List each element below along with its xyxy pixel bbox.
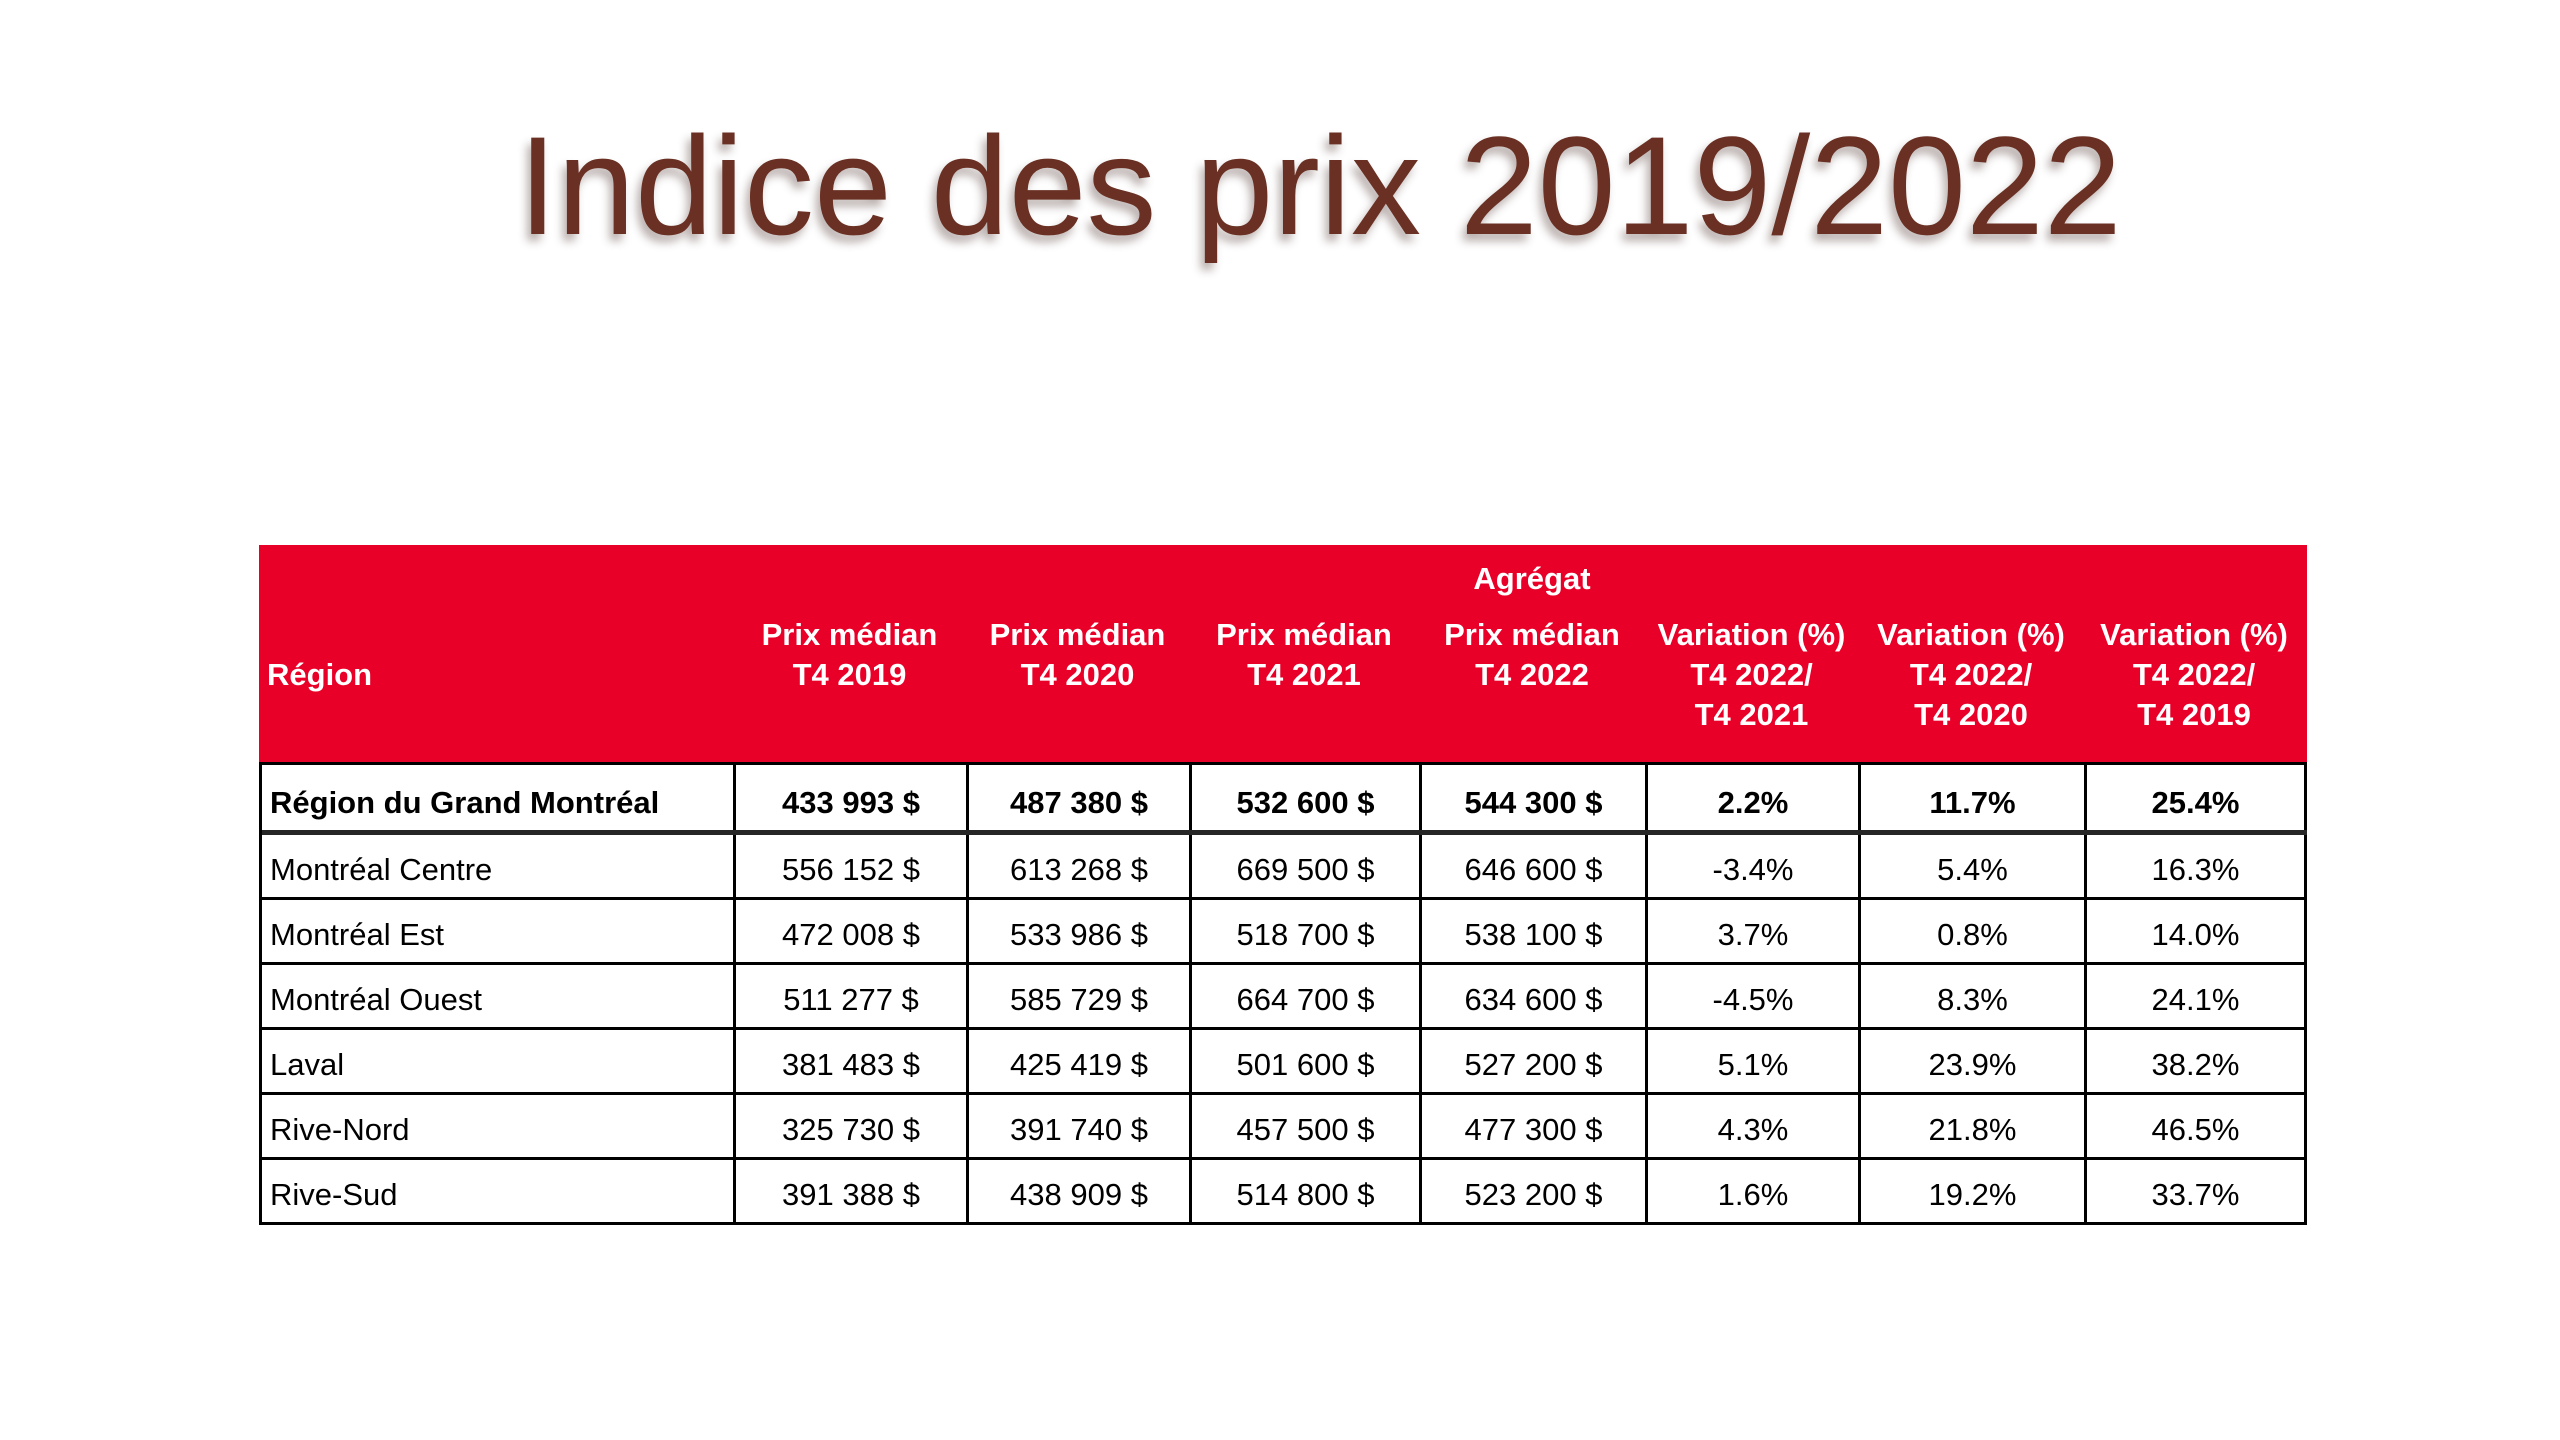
header-region-label: Région: [267, 657, 373, 692]
cell-price-2019: 511 277 $: [736, 965, 969, 1027]
cell-variation-2020: 23.9%: [1861, 1030, 2087, 1092]
cell-variation-2019: 24.1%: [2087, 965, 2307, 1027]
aggregate-label: Agrégat: [1473, 561, 1591, 596]
header-variation-line1: Variation (%): [1657, 617, 1846, 652]
cell-price-2019: 433 993 $: [736, 765, 969, 830]
cell-price-2020: 438 909 $: [969, 1160, 1192, 1222]
cell-price-2021: 457 500 $: [1192, 1095, 1422, 1157]
header-variation-line2: T4 2022/: [2132, 657, 2256, 692]
cell-price-2021: 664 700 $: [1192, 965, 1422, 1027]
header-variation-line2: T4 2022/: [1909, 657, 2033, 692]
table-row: Montréal Centre 556 152 $ 613 268 $ 669 …: [262, 835, 2307, 900]
page-title: Indice des prix 2019/2022: [518, 107, 2122, 264]
cell-variation-2021: -4.5%: [1648, 965, 1861, 1027]
header-price-line1: Prix médian: [1444, 617, 1620, 652]
header-price-line2: T4 2020: [1020, 657, 1135, 692]
cell-variation-2020: 11.7%: [1861, 765, 2087, 830]
cell-price-2022: 527 200 $: [1422, 1030, 1648, 1092]
cell-region: Montréal Ouest: [262, 965, 736, 1027]
header-cell-variation-2020: Variation (%) T4 2022/ T4 2020: [1858, 545, 2084, 762]
cell-region: Montréal Centre: [262, 835, 736, 897]
cell-variation-2021: 5.1%: [1648, 1030, 1861, 1092]
cell-price-2021: 514 800 $: [1192, 1160, 1422, 1222]
cell-variation-2020: 21.8%: [1861, 1095, 2087, 1157]
cell-price-2022: 538 100 $: [1422, 900, 1648, 962]
cell-price-2022: 544 300 $: [1422, 765, 1648, 830]
header-price-line1: Prix médian: [761, 617, 938, 652]
cell-price-2021: 532 600 $: [1192, 765, 1422, 830]
table-row: Laval 381 483 $ 425 419 $ 501 600 $ 527 …: [262, 1030, 2307, 1095]
header-variation-line1: Variation (%): [2100, 617, 2288, 652]
header-price-line2: T4 2019: [792, 657, 907, 692]
cell-variation-2020: 19.2%: [1861, 1160, 2087, 1222]
table-header: Région Prix médian T4 2019 Prix médian T…: [259, 545, 2307, 762]
price-table-body: Région du Grand Montréal 433 993 $ 487 3…: [259, 762, 2307, 1225]
header-cell-price-t4-2020: Prix médian T4 2020: [966, 545, 1189, 762]
header-cell-variation-2019: Variation (%) T4 2022/ T4 2019: [2084, 545, 2304, 762]
cell-region: Rive-Nord: [262, 1095, 736, 1157]
cell-variation-2019: 14.0%: [2087, 900, 2307, 962]
cell-variation-2021: 2.2%: [1648, 765, 1861, 830]
cell-region: Région du Grand Montréal: [262, 765, 736, 830]
cell-price-2022: 634 600 $: [1422, 965, 1648, 1027]
cell-price-2019: 381 483 $: [736, 1030, 969, 1092]
cell-price-2020: 487 380 $: [969, 765, 1192, 830]
header-cell-region: Région: [259, 545, 733, 762]
header-cell-variation-2021: Variation (%) T4 2022/ T4 2021: [1645, 545, 1858, 762]
header-price-line2: T4 2021: [1247, 657, 1361, 692]
cell-price-2022: 477 300 $: [1422, 1095, 1648, 1157]
cell-price-2019: 556 152 $: [736, 835, 969, 897]
cell-price-2020: 533 986 $: [969, 900, 1192, 962]
table-row: Rive-Sud 391 388 $ 438 909 $ 514 800 $ 5…: [262, 1160, 2307, 1225]
cell-price-2019: 391 388 $: [736, 1160, 969, 1222]
header-variation-line1: Variation (%): [1877, 617, 2065, 652]
cell-price-2020: 585 729 $: [969, 965, 1192, 1027]
cell-price-2020: 425 419 $: [969, 1030, 1192, 1092]
table-row: Montréal Ouest 511 277 $ 585 729 $ 664 7…: [262, 965, 2307, 1030]
cell-variation-2021: 4.3%: [1648, 1095, 1861, 1157]
header-variation-line3: T4 2020: [1914, 697, 2028, 732]
cell-variation-2019: 33.7%: [2087, 1160, 2307, 1222]
cell-price-2021: 669 500 $: [1192, 835, 1422, 897]
cell-region: Rive-Sud: [262, 1160, 736, 1222]
cell-region: Laval: [262, 1030, 736, 1092]
cell-variation-2021: 1.6%: [1648, 1160, 1861, 1222]
cell-variation-2020: 8.3%: [1861, 965, 2087, 1027]
cell-variation-2019: 46.5%: [2087, 1095, 2307, 1157]
cell-price-2020: 613 268 $: [969, 835, 1192, 897]
table-row: Montréal Est 472 008 $ 533 986 $ 518 700…: [262, 900, 2307, 965]
cell-variation-2021: 3.7%: [1648, 900, 1861, 962]
cell-region: Montréal Est: [262, 900, 736, 962]
cell-price-2022: 646 600 $: [1422, 835, 1648, 897]
header-variation-line3: T4 2021: [1694, 697, 1809, 732]
header-cell-price-t4-2019: Prix médian T4 2019: [733, 545, 966, 762]
cell-variation-2020: 0.8%: [1861, 900, 2087, 962]
header-price-line1: Prix médian: [1216, 617, 1392, 652]
table-row: Rive-Nord 325 730 $ 391 740 $ 457 500 $ …: [262, 1095, 2307, 1160]
cell-price-2019: 472 008 $: [736, 900, 969, 962]
cell-price-2020: 391 740 $: [969, 1095, 1192, 1157]
cell-price-2021: 518 700 $: [1192, 900, 1422, 962]
cell-price-2019: 325 730 $: [736, 1095, 969, 1157]
cell-price-2022: 523 200 $: [1422, 1160, 1648, 1222]
header-variation-line2: T4 2022/: [1690, 657, 1813, 692]
header-cell-price-t4-2022: Agrégat Prix médian T4 2022: [1419, 545, 1645, 762]
header-price-line2: T4 2022: [1475, 657, 1589, 692]
table-row: Région du Grand Montréal 433 993 $ 487 3…: [262, 765, 2307, 835]
header-variation-line3: T4 2019: [2137, 697, 2251, 732]
header-price-line1: Prix médian: [989, 617, 1166, 652]
cell-price-2021: 501 600 $: [1192, 1030, 1422, 1092]
cell-variation-2019: 38.2%: [2087, 1030, 2307, 1092]
cell-variation-2020: 5.4%: [1861, 835, 2087, 897]
header-cell-price-t4-2021: Prix médian T4 2021: [1189, 545, 1419, 762]
cell-variation-2019: 16.3%: [2087, 835, 2307, 897]
cell-variation-2019: 25.4%: [2087, 765, 2307, 830]
cell-variation-2021: -3.4%: [1648, 835, 1861, 897]
